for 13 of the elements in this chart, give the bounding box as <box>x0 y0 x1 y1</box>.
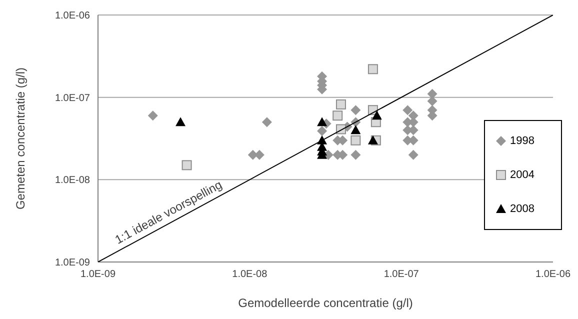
y-tick-label: 1.0E-08 <box>54 175 90 186</box>
y-tick-label: 1.0E-06 <box>54 10 90 22</box>
x-tick-label: 1.0E-07 <box>384 269 420 280</box>
y-tick-label: 1.0E-07 <box>54 92 90 104</box>
x-tick-label: 1.0E-06 <box>535 269 571 280</box>
legend-label: 2008 <box>510 203 534 215</box>
y-tick-label: 1.0E-09 <box>54 258 90 269</box>
legend-label: 1998 <box>510 135 534 147</box>
y-axis-title: Gemeten concentratie (g/l) <box>13 67 28 210</box>
x-tick-label: 1.0E-09 <box>80 269 116 280</box>
legend-label: 2004 <box>510 169 534 181</box>
x-axis-title: Gemodelleerde concentratie (g/l) <box>238 296 413 310</box>
x-tick-label: 1.0E-08 <box>232 269 268 280</box>
